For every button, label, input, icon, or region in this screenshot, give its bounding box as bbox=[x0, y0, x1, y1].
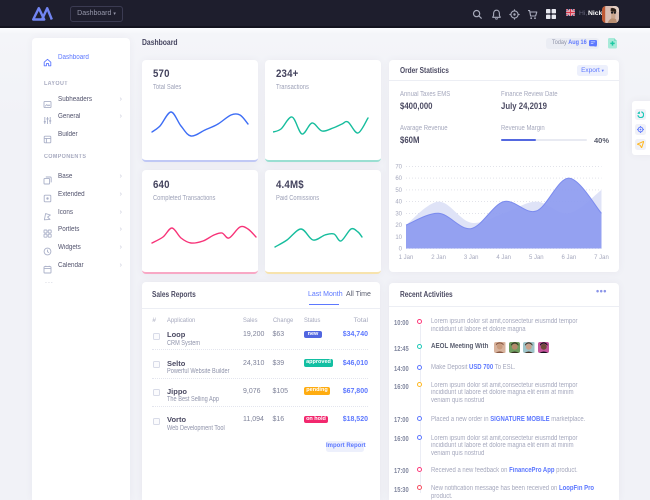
svg-text:20: 20 bbox=[395, 223, 402, 229]
svg-text:50: 50 bbox=[395, 188, 402, 194]
svg-text:4 Jan: 4 Jan bbox=[496, 255, 511, 261]
svg-text:7 Jan: 7 Jan bbox=[594, 255, 609, 261]
svg-text:3 Jan: 3 Jan bbox=[464, 255, 479, 261]
svg-text:2 Jan: 2 Jan bbox=[431, 255, 446, 261]
svg-text:30: 30 bbox=[395, 211, 402, 217]
svg-text:40: 40 bbox=[395, 200, 402, 206]
svg-text:0: 0 bbox=[399, 247, 403, 253]
svg-text:6 Jan: 6 Jan bbox=[562, 255, 577, 261]
svg-text:10: 10 bbox=[395, 235, 402, 241]
svg-text:5 Jan: 5 Jan bbox=[529, 255, 544, 261]
svg-text:60: 60 bbox=[395, 176, 402, 182]
svg-text:70: 70 bbox=[395, 164, 402, 170]
svg-text:1 Jan: 1 Jan bbox=[399, 255, 414, 261]
